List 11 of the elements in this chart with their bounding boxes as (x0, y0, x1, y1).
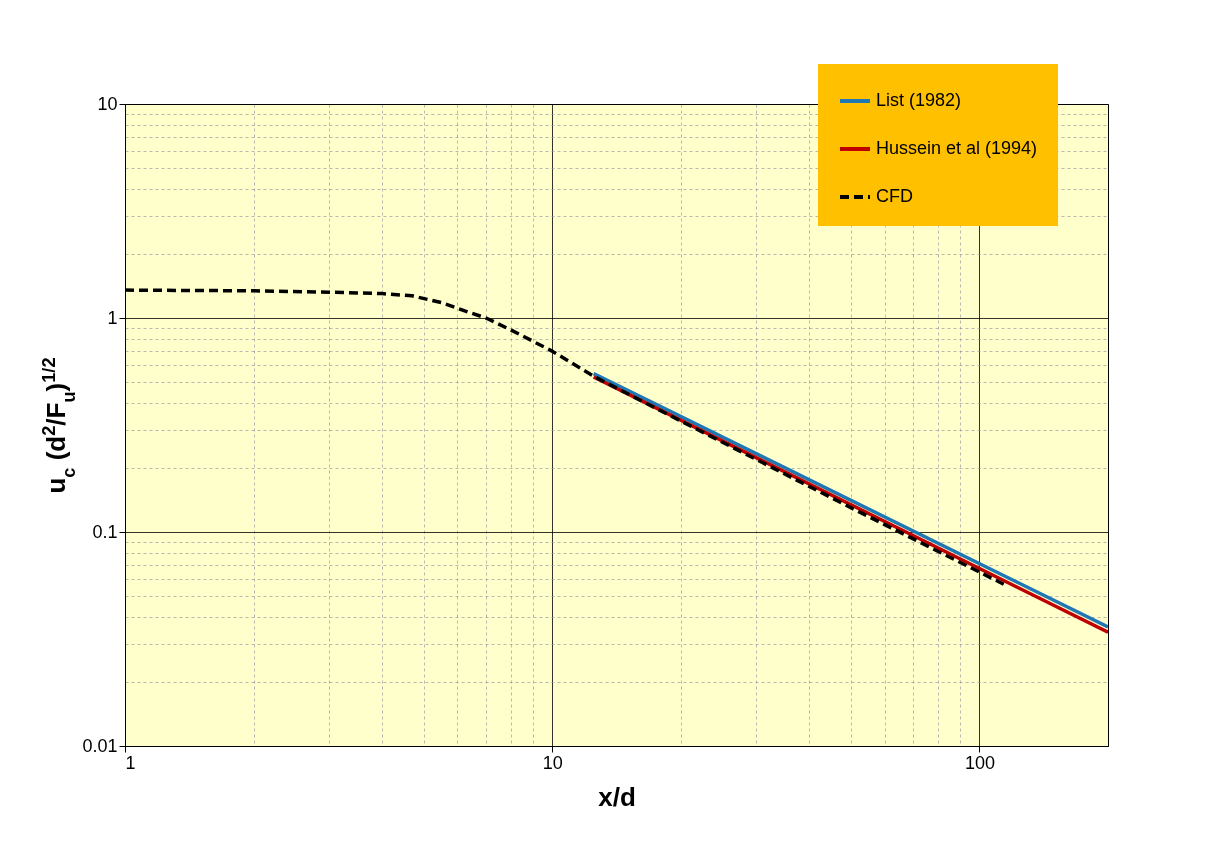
legend-label: List (1982) (876, 90, 962, 110)
x-tick-label: 100 (964, 752, 995, 773)
x-tick-label: 1 (125, 752, 136, 773)
legend-label: Hussein et al (1994) (876, 138, 1038, 158)
x-tick-label: 10 (542, 752, 563, 773)
y-tick-label: 0.01 (82, 735, 118, 756)
y-tick-label: 1 (107, 307, 118, 328)
legend-label: CFD (876, 186, 913, 206)
y-tick-label: 10 (97, 93, 118, 114)
x-axis-title: x/d (598, 781, 636, 812)
y-tick-label: 0.1 (92, 521, 118, 542)
